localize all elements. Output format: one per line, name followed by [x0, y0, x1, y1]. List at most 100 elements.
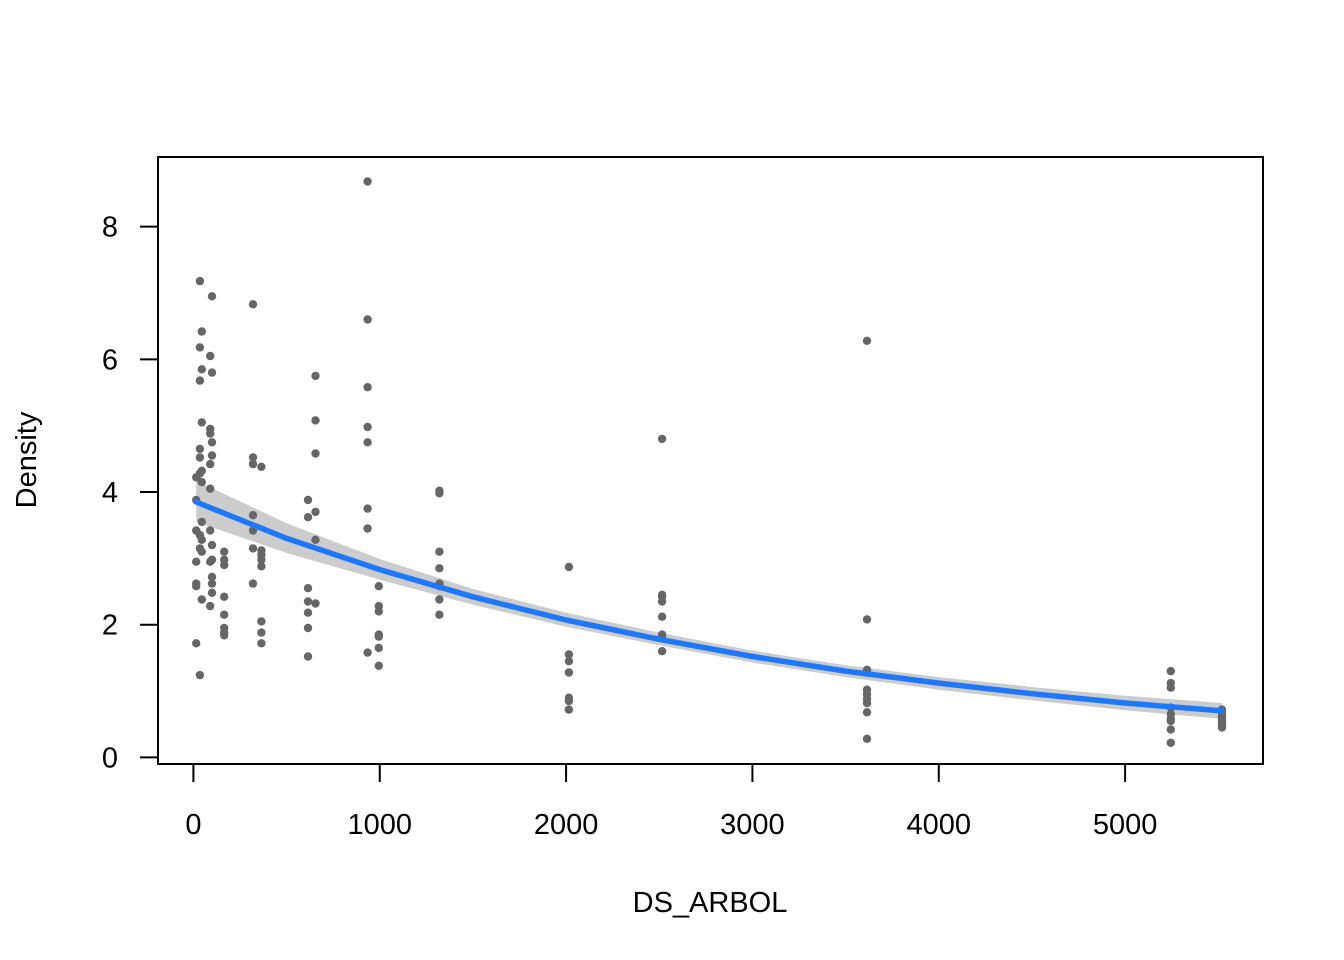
y-tick-label: 2 [102, 610, 118, 642]
data-point [220, 631, 229, 640]
data-point [207, 292, 217, 301]
fit-line-layer [193, 499, 1225, 714]
confidence-band [196, 480, 1223, 719]
data-point [248, 459, 258, 469]
data-point [197, 517, 206, 527]
data-point [195, 444, 205, 454]
data-point [206, 526, 215, 535]
data-point [1166, 716, 1176, 726]
data-point [195, 276, 205, 286]
data-point [435, 595, 444, 604]
data-point [564, 562, 574, 572]
data-point [564, 650, 574, 659]
y-axis: 0 2 4 6 8 [102, 212, 159, 774]
x-tick-label: 1000 [347, 809, 412, 841]
data-point [1166, 738, 1176, 747]
data-point [363, 177, 372, 186]
data-point [311, 599, 320, 608]
data-point [363, 383, 372, 392]
data-point [311, 507, 320, 517]
data-point [564, 657, 574, 666]
data-point [435, 610, 444, 619]
data-point [206, 459, 215, 469]
data-point [207, 555, 217, 564]
y-tick-label: 4 [102, 477, 118, 509]
data-point [195, 453, 205, 462]
data-point [197, 535, 206, 544]
x-axis-label: DS_ARBOL [633, 887, 788, 919]
data-point [363, 422, 372, 432]
data-point [303, 584, 313, 593]
data-point [435, 547, 444, 556]
data-point [195, 670, 205, 680]
data-point [657, 612, 667, 621]
data-point [206, 429, 215, 438]
data-point [197, 418, 206, 427]
data-point [207, 572, 217, 582]
data-point [192, 579, 201, 588]
data-point [657, 434, 667, 444]
data-point [862, 698, 872, 708]
data-point [303, 652, 313, 661]
data-point [207, 540, 217, 550]
data-point [248, 511, 258, 520]
data-point [311, 371, 320, 381]
data-point [1217, 723, 1227, 732]
data-point [564, 696, 574, 706]
data-point [435, 564, 444, 573]
data-point [248, 453, 258, 462]
x-tick-label: 5000 [1093, 809, 1158, 841]
data-point [197, 365, 206, 374]
confidence-band-layer [196, 480, 1223, 719]
data-point [374, 607, 383, 616]
data-point [220, 592, 229, 601]
data-point [248, 544, 258, 553]
scatter-points-layer [192, 177, 1227, 747]
data-point [195, 343, 205, 352]
data-point [862, 336, 872, 345]
data-point [303, 495, 313, 505]
data-point [374, 582, 383, 591]
data-point [207, 368, 217, 377]
data-point [1166, 666, 1176, 676]
data-point [303, 513, 313, 522]
data-point [257, 617, 266, 626]
data-point [374, 661, 383, 670]
data-point [311, 416, 320, 425]
data-point [363, 438, 372, 447]
data-point [206, 484, 215, 493]
data-point [207, 588, 217, 597]
data-point [197, 466, 206, 475]
data-point [206, 601, 215, 611]
data-point [206, 351, 215, 361]
data-point [657, 647, 667, 656]
data-point [257, 628, 266, 637]
data-point [311, 535, 320, 544]
data-point [862, 708, 872, 717]
data-point [363, 648, 372, 657]
data-point [435, 489, 444, 498]
data-point [303, 597, 313, 606]
x-tick-label: 0 [185, 809, 201, 841]
data-point [207, 579, 217, 588]
y-tick-label: 0 [102, 742, 118, 774]
data-point [303, 623, 313, 633]
y-tick-label: 8 [102, 212, 118, 244]
data-point [257, 639, 266, 648]
data-point [220, 610, 229, 619]
data-point [192, 639, 201, 648]
data-point [564, 668, 574, 677]
data-point [197, 477, 206, 487]
data-point [1166, 725, 1176, 734]
data-point [657, 597, 667, 606]
data-point [311, 449, 320, 458]
data-point [257, 462, 266, 471]
x-tick-label: 4000 [907, 809, 972, 841]
x-axis: 0 1000 2000 3000 4000 5000 [185, 763, 1158, 841]
data-point [564, 705, 574, 714]
y-tick-label: 6 [102, 344, 118, 376]
data-point [207, 451, 217, 460]
data-point [374, 643, 383, 653]
y-axis-label: Density [11, 411, 43, 508]
